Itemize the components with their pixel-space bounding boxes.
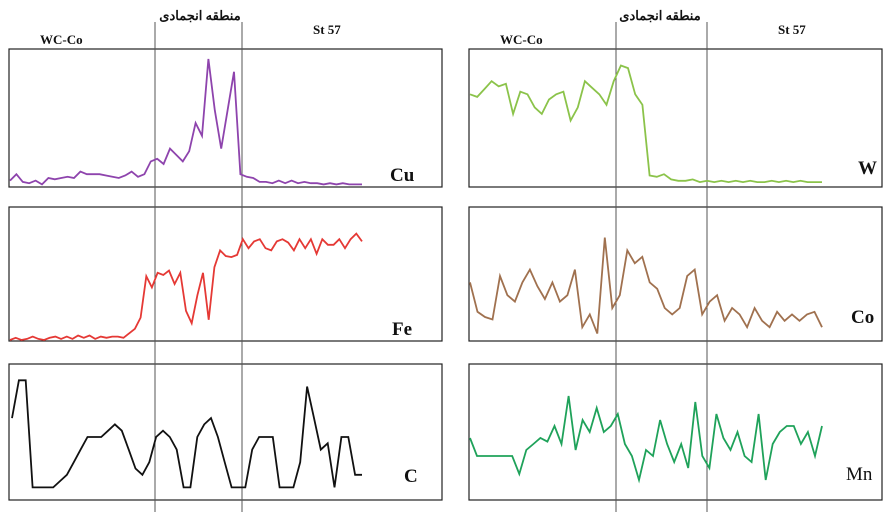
series-line-co (469, 237, 823, 334)
panel-co-frame (468, 206, 883, 342)
column-left-label-st57: St 57 (313, 22, 341, 37)
series-line-w (469, 64, 822, 184)
column-left-label-wc-co: WC-Co (40, 32, 83, 47)
panel-mn-frame (468, 363, 883, 501)
panel-cu-frame (8, 48, 443, 188)
element-label-co: Co (851, 307, 874, 328)
element-label-cu: Cu (390, 165, 415, 186)
element-label-w: W (858, 158, 877, 179)
column-right-label-wc-co: WC-Co (500, 32, 543, 47)
panel-c-frame (8, 363, 443, 501)
element-label-c: C (404, 466, 418, 487)
panel-fe-frame (8, 206, 443, 342)
element-label-fe: Fe (392, 319, 412, 340)
series-line-c (11, 379, 362, 489)
series-line-mn (469, 395, 823, 484)
element-label-mn: Mn (846, 464, 873, 485)
column-left-label-freezing-zone: منطقه انجمادی (159, 8, 240, 23)
series-line-cu (9, 58, 362, 186)
series-line-fe (9, 232, 363, 341)
column-right-label-freezing-zone: منطقه انجمادی (619, 8, 700, 23)
column-right-label-st57: St 57 (778, 22, 806, 37)
panel-w-frame (468, 48, 883, 188)
